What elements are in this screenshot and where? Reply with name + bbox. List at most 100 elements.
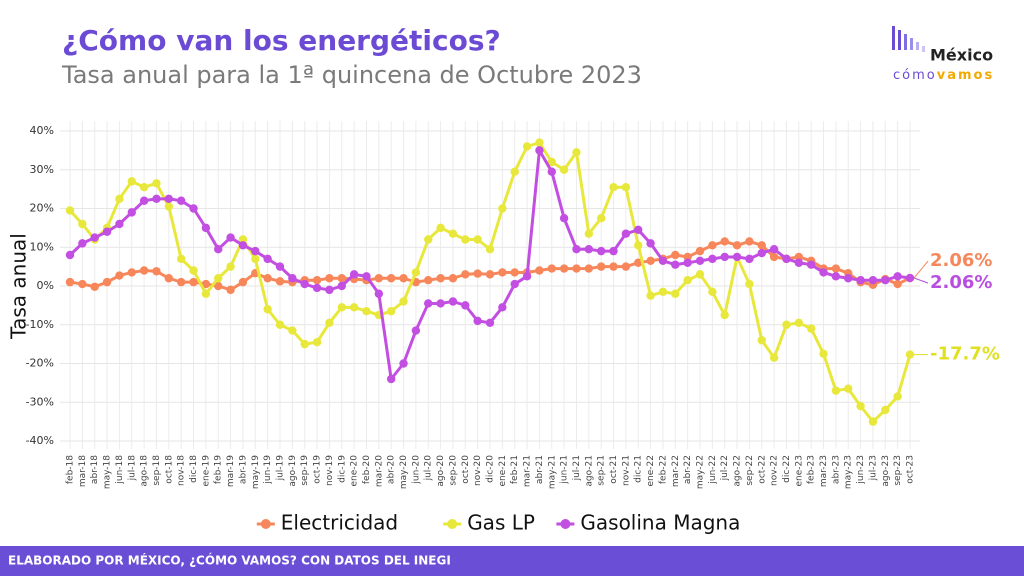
data-point xyxy=(374,289,384,298)
data-point xyxy=(325,274,334,283)
data-point xyxy=(436,274,445,283)
data-point xyxy=(214,274,223,283)
x-tick-label: may-22 xyxy=(696,455,706,489)
data-point xyxy=(596,246,606,256)
data-point xyxy=(868,275,878,285)
x-tick-label: abr-18 xyxy=(90,455,100,484)
legend-swatch-dot xyxy=(560,519,571,529)
data-point xyxy=(251,246,260,256)
data-point xyxy=(325,285,334,295)
data-point xyxy=(263,254,272,264)
footer-text: ELABORADO POR MÉXICO, ¿CÓMO VAMOS? CON D… xyxy=(8,553,451,568)
data-point xyxy=(621,182,631,192)
data-point xyxy=(868,417,878,426)
data-point xyxy=(201,223,211,233)
x-tick-label: dic-20 xyxy=(486,455,496,483)
data-point xyxy=(547,264,556,273)
data-point xyxy=(461,270,470,279)
data-point xyxy=(312,337,322,347)
data-point xyxy=(473,235,482,244)
x-tick-label: jul-19 xyxy=(276,455,286,482)
data-point xyxy=(683,252,692,262)
data-point xyxy=(300,279,309,289)
data-point xyxy=(695,270,705,279)
x-tick-label: jul-21 xyxy=(572,455,582,481)
data-point xyxy=(621,262,631,271)
data-point xyxy=(535,266,544,275)
data-point xyxy=(893,272,902,281)
data-point xyxy=(238,277,248,287)
data-point xyxy=(424,235,433,244)
data-point xyxy=(164,274,174,283)
data-point xyxy=(473,316,482,326)
data-point xyxy=(78,239,87,248)
data-point xyxy=(337,274,346,283)
x-tick-label: abr-22 xyxy=(683,455,693,484)
data-point xyxy=(139,196,149,205)
x-tick-label: feb-22 xyxy=(658,455,668,484)
data-point xyxy=(584,264,594,273)
y-tick-label: -20% xyxy=(26,357,54,370)
data-point xyxy=(424,299,433,308)
data-point xyxy=(646,291,655,300)
data-point xyxy=(708,241,717,250)
x-tick-label: mar-22 xyxy=(671,455,681,487)
data-point xyxy=(806,260,816,269)
data-point xyxy=(856,275,865,285)
data-point xyxy=(732,241,742,250)
chart-subtitle: Tasa anual para la 1ª quincena de Octubr… xyxy=(61,61,642,89)
data-point xyxy=(201,289,211,298)
x-tick-label: oct-22 xyxy=(757,455,767,484)
data-point xyxy=(275,262,285,271)
x-tick-label: may-20 xyxy=(399,455,409,489)
data-point xyxy=(769,244,779,254)
data-point xyxy=(782,320,791,329)
data-point xyxy=(461,235,470,244)
data-point xyxy=(485,270,495,279)
x-tick-label: dic-21 xyxy=(634,455,644,483)
data-point xyxy=(831,272,841,281)
x-tick-label: may-18 xyxy=(103,455,113,489)
x-tick-label: ago-20 xyxy=(436,455,446,487)
x-tick-label: may-19 xyxy=(251,455,261,489)
data-point xyxy=(374,274,384,283)
data-point xyxy=(164,202,174,211)
data-point xyxy=(238,235,248,244)
data-point xyxy=(634,225,643,235)
x-tick-label: ene-23 xyxy=(794,455,804,486)
data-point xyxy=(510,167,519,176)
x-tick-label: ago-21 xyxy=(584,455,594,487)
data-point xyxy=(559,213,569,223)
x-tick-label: sep-20 xyxy=(448,455,458,486)
data-point xyxy=(905,273,915,283)
x-tick-label: jul-18 xyxy=(127,455,137,482)
data-point xyxy=(263,305,272,314)
legend-label: Gas LP xyxy=(467,511,535,535)
data-point xyxy=(226,233,235,242)
data-point xyxy=(176,277,186,287)
x-tick-label: ago-19 xyxy=(288,455,298,487)
data-point xyxy=(881,275,890,285)
x-tick-label: mar-19 xyxy=(226,455,236,487)
data-point xyxy=(102,277,112,287)
data-point xyxy=(65,250,75,260)
data-point xyxy=(275,277,285,286)
data-point xyxy=(831,264,841,273)
x-tick-label: nov-19 xyxy=(325,455,335,486)
data-point xyxy=(559,264,569,273)
x-tick-label: ago-23 xyxy=(881,455,891,487)
data-point xyxy=(349,270,359,279)
data-point xyxy=(226,285,235,295)
x-tick-label: ene-19 xyxy=(201,455,211,487)
data-point xyxy=(522,142,532,151)
legend-label: Gasolina Magna xyxy=(580,511,740,535)
data-point xyxy=(448,274,458,283)
data-point xyxy=(176,196,186,205)
y-tick-label: 10% xyxy=(30,240,54,253)
data-point xyxy=(411,326,421,335)
data-point xyxy=(658,256,668,266)
x-tick-label: jul-20 xyxy=(424,455,434,482)
data-point xyxy=(831,386,841,395)
data-point xyxy=(127,268,136,277)
data-point xyxy=(683,258,692,267)
